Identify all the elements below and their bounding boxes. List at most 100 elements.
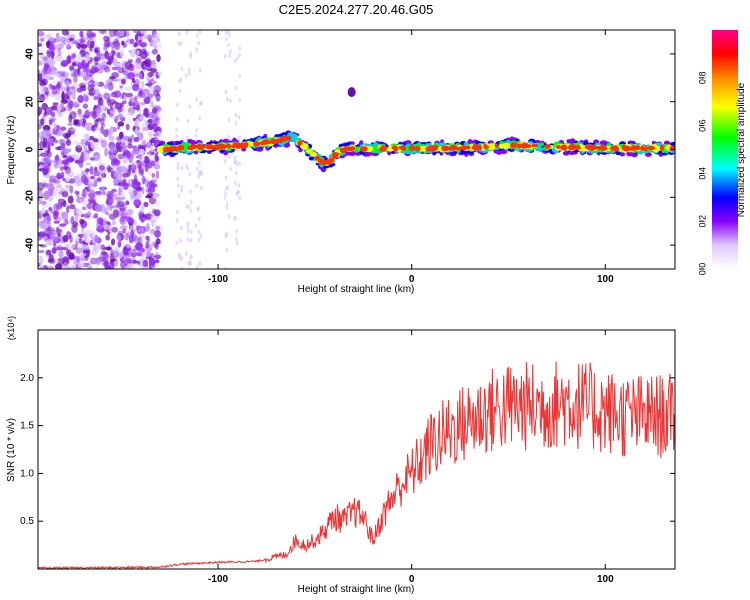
noise-speckle (80, 151, 85, 159)
noise-speckle (143, 201, 149, 208)
ridge-blob (235, 143, 242, 149)
ridge-blob (644, 152, 652, 157)
faint-speckle (227, 154, 231, 160)
faint-speckle (177, 183, 180, 188)
noise-speckle (53, 203, 60, 212)
noise-speckle (59, 211, 65, 217)
faint-speckle (224, 266, 227, 269)
noise-speckle (88, 192, 96, 199)
noise-speckle (95, 127, 102, 131)
noise-speckle (111, 193, 116, 201)
noise-speckle (79, 198, 83, 204)
noise-speckle (41, 102, 48, 111)
noise-speckle (92, 215, 98, 219)
x-tick-label: 100 (597, 274, 614, 285)
noise-speckle (54, 182, 62, 187)
noise-speckle (138, 36, 143, 43)
ridge-blob (623, 145, 631, 152)
noise-speckle (51, 246, 57, 255)
noise-speckle (146, 93, 154, 99)
noise-speckle (84, 109, 91, 119)
noise-speckle (124, 247, 131, 252)
noise-speckle (48, 43, 55, 53)
ridge-blob (605, 145, 612, 152)
noise-speckle (61, 30, 69, 36)
noise-speckle (69, 34, 76, 39)
ridge-blob (168, 147, 175, 151)
noise-speckle (38, 231, 46, 238)
noise-speckle (134, 48, 143, 52)
ridge-blob (483, 143, 488, 149)
noise-speckle (62, 265, 71, 269)
noise-speckle (58, 159, 62, 164)
noise-speckle (75, 42, 81, 49)
noise-speckle (52, 126, 59, 135)
snr-y-ticks: 0.5 1.0 1.5 2.0 (20, 373, 675, 527)
noise-speckle (103, 84, 111, 89)
noise-speckle (76, 53, 82, 62)
noise-speckle (138, 116, 145, 120)
noise-speckle (98, 30, 107, 34)
noise-speckle (64, 166, 70, 170)
noise-speckle (60, 143, 66, 149)
noise-speckle (38, 124, 43, 130)
noise-speckle (145, 242, 150, 249)
noise-speckle (41, 94, 45, 98)
noise-speckle (69, 185, 74, 194)
noise-speckle (142, 259, 149, 268)
faint-speckle (178, 252, 182, 257)
faint-speckle (176, 102, 179, 108)
noise-speckle (88, 180, 95, 189)
noise-speckle (120, 215, 125, 223)
faint-speckle (223, 158, 227, 164)
noise-speckle (98, 53, 107, 60)
faint-speckle (238, 46, 242, 51)
x-tick-label: -100 (208, 274, 228, 285)
noise-speckle (54, 139, 59, 144)
noise-speckle (103, 66, 111, 73)
isolated-blob (347, 87, 356, 98)
ridge-blob (669, 145, 675, 152)
ridge-blob (162, 146, 171, 153)
noise-speckle (62, 219, 71, 225)
noise-speckle (106, 93, 115, 98)
snr-frame (37, 329, 676, 570)
noise-speckle (38, 73, 43, 82)
noise-speckle (111, 262, 115, 267)
noise-speckle (89, 242, 96, 246)
noise-speckle (122, 155, 129, 164)
noise-speckle (50, 50, 55, 57)
noise-speckle (55, 83, 61, 89)
noise-speckle (124, 265, 131, 269)
noise-speckle (109, 265, 114, 269)
noise-speckle (153, 33, 157, 42)
noise-speckle (94, 178, 98, 185)
noise-speckle (103, 45, 108, 51)
noise-speckle (50, 235, 59, 242)
noise-speckle (133, 136, 140, 143)
faint-speckle (196, 166, 199, 172)
noise-speckle (91, 113, 98, 119)
noise-speckle (40, 221, 48, 230)
noise-speckle (117, 239, 122, 248)
noise-speckle (137, 173, 142, 177)
noise-speckle (58, 249, 64, 259)
noise-speckle (145, 188, 152, 194)
noise-speckle (106, 196, 114, 206)
noise-speckle (128, 100, 133, 107)
noise-speckle (106, 99, 111, 104)
faint-speckle (225, 97, 229, 102)
faint-speckle (186, 224, 189, 229)
noise-speckle (94, 119, 99, 127)
noise-speckle (154, 242, 159, 250)
noise-speckle (96, 52, 104, 57)
faint-speckle (189, 238, 193, 243)
noise-speckle (127, 217, 135, 225)
noise-speckle (125, 200, 130, 206)
ridge-blob (378, 146, 387, 152)
noise-speckle (152, 194, 159, 200)
noise-speckle (55, 263, 63, 269)
noise-speckle (42, 55, 48, 63)
noise-speckle (58, 191, 65, 195)
ridge-blob (332, 152, 340, 157)
